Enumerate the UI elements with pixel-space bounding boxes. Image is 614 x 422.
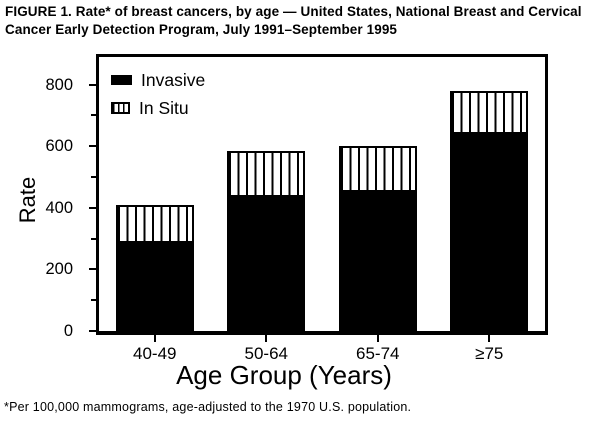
y-tick-label: 0 — [63, 322, 73, 340]
bar-segment-≥75-invasive — [450, 133, 529, 331]
y-tick-minor — [91, 176, 99, 179]
y-tick-major — [89, 83, 99, 86]
insitu-swatch-icon — [111, 102, 130, 114]
y-tick-major — [89, 330, 99, 332]
y-tick-label: 200 — [45, 260, 73, 279]
x-axis-title: Age Group (Years) — [176, 360, 392, 390]
footnote: *Per 100,000 mammograms, age-adjusted to… — [4, 400, 412, 414]
bar-segment-50-64-in-situ — [227, 150, 306, 198]
y-tick-major — [89, 145, 99, 148]
x-tick-label: 50-64 — [244, 344, 288, 363]
bar-segment-40-49-invasive — [115, 243, 194, 331]
bar-segment-40-49-in-situ — [115, 204, 194, 244]
bar-≥75 — [450, 90, 529, 331]
y-tick-major — [89, 206, 99, 209]
plot-area: Invasive In Situ 0 200 400 600 800 40-49 50-64… — [45, 54, 548, 363]
figure-title: FIGURE 1. Rate* of breast cancers, by ag… — [5, 4, 582, 37]
x-tick — [376, 335, 379, 342]
bar-65-74 — [338, 146, 417, 331]
bar-segment-50-64-invasive — [227, 197, 306, 331]
bar-segment-≥75-in-situ — [450, 90, 529, 134]
y-tick-label: 800 — [45, 75, 73, 94]
y-tick-major — [89, 268, 99, 271]
bar-segment-65-74-invasive — [338, 192, 417, 331]
y-tick-label: 600 — [45, 137, 73, 156]
legend-label-insitu: In Situ — [139, 98, 189, 118]
bar-50-64 — [227, 150, 306, 331]
x-tick-label: 65-74 — [356, 344, 400, 363]
x-tick — [265, 335, 268, 342]
bar-segment-65-74-in-situ — [338, 146, 417, 193]
legend: Invasive In Situ — [111, 70, 205, 126]
y-tick-minor — [91, 114, 99, 117]
x-tick — [153, 335, 156, 342]
invasive-swatch-icon — [111, 75, 132, 85]
y-tick-minor — [91, 299, 99, 302]
plot-inner: Invasive In Situ 0 200 400 600 800 40-49 50-64… — [45, 57, 545, 363]
y-tick-label: 400 — [45, 198, 73, 217]
y-tick-minor — [91, 237, 99, 240]
bar-40-49 — [115, 204, 194, 331]
legend-item-invasive: Invasive — [111, 70, 205, 90]
legend-label-invasive: Invasive — [141, 70, 206, 90]
x-tick-label: 40-49 — [133, 344, 177, 363]
x-tick — [488, 335, 491, 342]
legend-item-insitu: In Situ — [111, 98, 205, 118]
x-tick-label: ≥75 — [475, 344, 504, 363]
